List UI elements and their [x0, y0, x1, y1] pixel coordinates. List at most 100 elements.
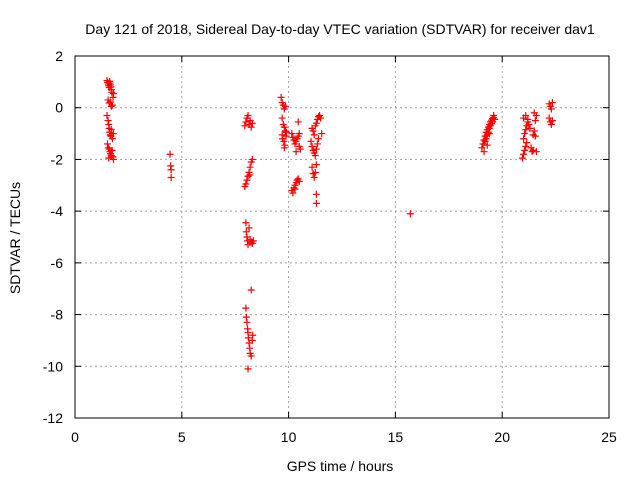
- y-tick-labels: -12 -10 -8 -6 -4 -2 0 2: [43, 48, 63, 426]
- data-point: [106, 131, 114, 139]
- data-point: [315, 135, 323, 143]
- data-point: [103, 140, 111, 148]
- data-point: [281, 127, 289, 135]
- data-point: [295, 177, 303, 185]
- data-point: [289, 189, 297, 197]
- plot-border: [74, 55, 610, 419]
- data-point: [531, 117, 539, 125]
- y-tick-label: -10: [43, 358, 63, 374]
- data-point: [244, 111, 252, 119]
- data-point: [312, 199, 320, 207]
- data-point: [288, 130, 296, 138]
- data-point: [489, 118, 497, 126]
- data-point: [281, 102, 289, 110]
- data-point: [280, 137, 288, 145]
- data-point: [247, 352, 255, 360]
- data-point: [312, 190, 320, 198]
- data-point: [166, 150, 174, 158]
- data-point: [244, 334, 252, 342]
- data-point: [246, 171, 254, 179]
- x-axis-label: GPS time / hours: [287, 458, 394, 474]
- data-point: [480, 148, 488, 156]
- data-point: [246, 163, 254, 171]
- data-point: [406, 210, 414, 218]
- data-point: [307, 137, 315, 145]
- data-point: [478, 144, 486, 152]
- data-point: [548, 117, 556, 125]
- x-tick-label: 25: [601, 429, 617, 445]
- data-point: [103, 111, 111, 119]
- data-point: [312, 145, 320, 153]
- data-point: [547, 121, 555, 129]
- data-point: [108, 101, 116, 109]
- data-point: [482, 135, 490, 143]
- data-point: [313, 140, 321, 148]
- data-point: [520, 135, 528, 143]
- data-point: [167, 174, 175, 182]
- data-point: [525, 121, 533, 129]
- data-point: [526, 124, 534, 132]
- x-tick-labels: 0 5 10 15 20 25: [71, 429, 617, 445]
- grid-lines: [75, 56, 609, 418]
- data-point: [292, 148, 300, 156]
- data-point: [167, 166, 175, 174]
- data-point: [249, 331, 257, 339]
- y-axis-label: SDTVAR / TECUs: [7, 182, 23, 294]
- data-point: [296, 145, 304, 153]
- data-point: [277, 93, 285, 101]
- data-point: [311, 168, 319, 176]
- data-point: [318, 130, 326, 138]
- x-tick-label: 20: [494, 429, 510, 445]
- data-point: [291, 185, 299, 193]
- data-point: [242, 180, 250, 188]
- data-point: [242, 219, 250, 227]
- data-point: [247, 286, 255, 294]
- data-point: [109, 89, 117, 97]
- data-point: [282, 128, 290, 136]
- scatter-points: [103, 77, 556, 373]
- data-point: [518, 154, 526, 162]
- data-point: [104, 117, 112, 125]
- data-point: [108, 135, 116, 143]
- data-point: [310, 131, 318, 139]
- data-point: [317, 114, 325, 122]
- y-tick-label: -12: [43, 410, 63, 426]
- data-point: [484, 128, 492, 136]
- data-point: [311, 152, 319, 160]
- data-point: [312, 119, 320, 127]
- data-point: [109, 130, 117, 138]
- data-point: [105, 154, 113, 162]
- data-point: [529, 146, 537, 154]
- data-point: [109, 155, 117, 163]
- data-point: [108, 88, 116, 96]
- data-point: [547, 105, 555, 113]
- data-point: [530, 127, 538, 135]
- data-point: [521, 130, 529, 138]
- data-point: [244, 172, 252, 180]
- data-point: [522, 143, 530, 150]
- data-point: [520, 150, 528, 158]
- data-point: [532, 148, 540, 156]
- data-point: [483, 141, 491, 149]
- data-point: [523, 139, 531, 147]
- data-point: [308, 163, 316, 171]
- data-point: [245, 224, 253, 232]
- x-tick-label: 15: [388, 429, 404, 445]
- data-point: [280, 123, 288, 131]
- data-point: [242, 313, 250, 321]
- chart-title: Day 121 of 2018, Sidereal Day-to-day VTE…: [85, 21, 595, 37]
- data-point: [249, 237, 257, 245]
- data-point: [308, 143, 316, 150]
- data-point: [524, 115, 532, 123]
- data-point: [280, 144, 288, 152]
- data-point: [312, 161, 320, 169]
- data-point: [294, 118, 302, 126]
- data-point: [521, 146, 529, 154]
- data-point: [107, 102, 115, 110]
- data-point: [242, 228, 250, 236]
- data-point: [104, 144, 112, 152]
- data-point: [295, 130, 303, 138]
- y-tick-label: -8: [51, 307, 64, 323]
- y-tick-label: 2: [55, 48, 63, 64]
